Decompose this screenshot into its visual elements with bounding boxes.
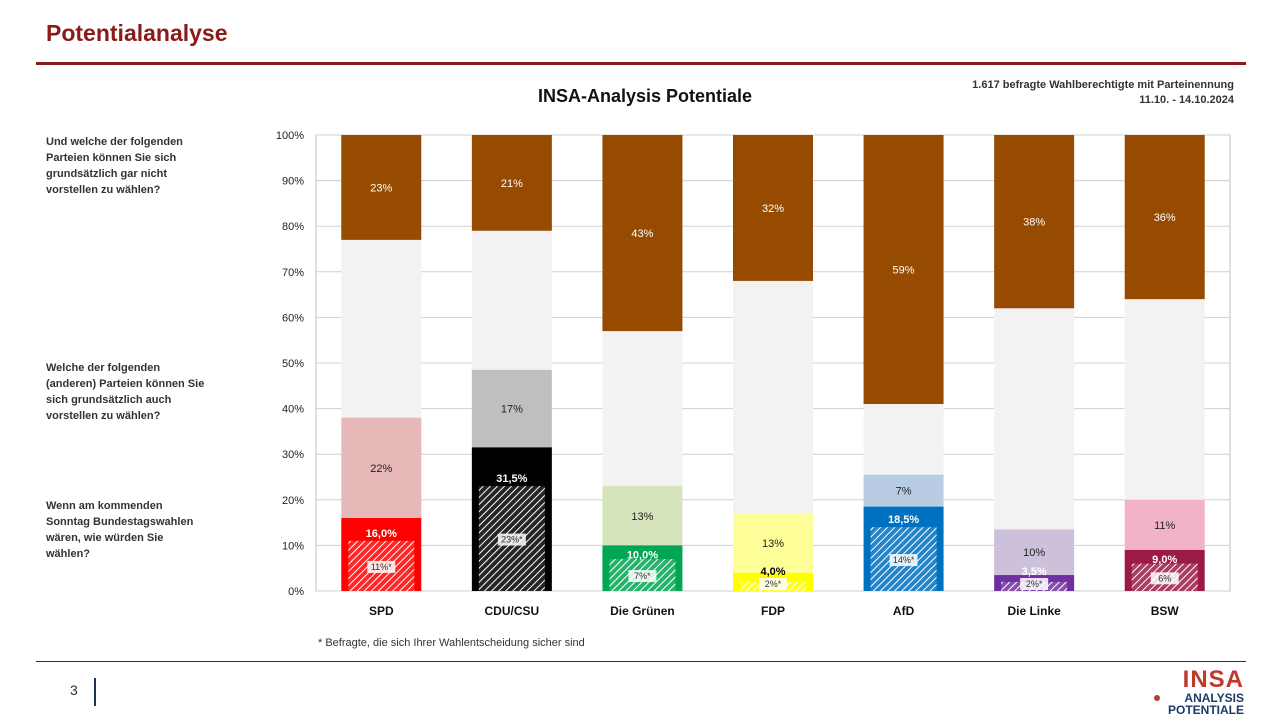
vote-label: 9,0% [1152,554,1177,566]
page-number-bar [94,678,96,706]
certain-label-box [628,570,657,583]
bar-remainder [733,280,813,514]
page-number: 3 [70,682,78,698]
bar-remainder [863,404,944,475]
survey-sample: 1.617 befragte Wahlberechtigte mit Parte… [972,79,1234,91]
footnote: * Befragte, die sich Ihrer Wahlentscheid… [318,637,585,649]
bar-remainder [1124,299,1205,500]
bar-remainder [602,331,683,487]
x-category-label: FDP [761,604,785,618]
y-tick-label: 40% [282,404,304,416]
y-tick-label: 60% [282,312,304,324]
bar-remainder [341,239,422,418]
x-category-label: Die Linke [1007,604,1061,618]
bar-rejection [471,135,552,231]
potential-label: 11% [1154,520,1175,532]
y-tick-label: 20% [282,495,304,507]
certain-label-box [889,554,918,567]
logo-wordmark: INSA [1182,666,1244,693]
vote-label: 4,0% [760,566,785,578]
bar-rejection [863,135,944,405]
y-tick-label: 0% [288,586,304,598]
y-tick-label: 100% [276,130,304,142]
potential-label: 7% [896,486,912,498]
insa-logo: INSA ANALYSIS POTENTIALE [1148,666,1244,717]
certain-label-box [497,533,526,546]
certain-label: 7%* [634,571,651,581]
certain-label: 23%* [501,535,523,545]
bar-remainder [471,230,552,370]
bar-potential [341,417,422,519]
potential-label: 17% [501,404,523,416]
x-category-label: SPD [369,604,394,618]
bar-potential [1124,499,1205,550]
potential-label: 10% [1023,547,1045,559]
bar-rejection [602,135,683,332]
bar-rejection [1124,135,1205,300]
certain-label: 6% [1158,573,1171,583]
potential-label: 22% [370,463,392,475]
bar-potential [471,369,552,448]
vote-label: 18,5% [888,514,919,526]
page-title: Potentialanalyse [46,20,228,46]
rejection-label: 32% [762,203,784,215]
bar-rejection [341,135,422,240]
bar-rejection [733,135,813,281]
certain-label: 14%* [893,555,915,565]
x-category-label: AfD [893,604,915,618]
certain-label: 11%* [371,562,392,572]
question-rejection: Und welche der folgenden Parteien können… [46,136,183,196]
vote-label: 3,5% [1022,566,1047,578]
rejection-label: 21% [501,178,523,190]
y-tick-label: 70% [282,267,304,279]
rejection-label: 36% [1154,212,1176,224]
survey-meta: 1.617 befragte Wahlberechtigte mit Parte… [972,78,1234,108]
vote-label: 31,5% [496,473,527,485]
x-category-label: CDU/CSU [485,604,540,618]
bar-potential [602,486,683,546]
certain-label: 2%* [1026,579,1043,589]
potential-label: 13% [762,538,784,550]
chart-title: INSA-Analysis Potentiale [537,86,753,106]
y-tick-label: 50% [282,358,304,370]
vote-label: 10,0% [627,549,658,561]
y-tick-label: 90% [282,176,304,188]
logo-subline-potentiale: POTENTIALE [1167,703,1244,717]
y-tick-label: 10% [282,540,304,552]
bar-remainder [994,308,1075,530]
certain-label-box [759,578,787,590]
bar-potential [733,513,813,573]
rejection-label: 59% [893,265,915,277]
x-category-label: Die Grünen [610,604,675,618]
logo-subline-analysis: ANALYSIS [1184,691,1244,705]
logo-dot [1154,695,1160,701]
rejection-label: 23% [370,182,392,194]
y-tick-label: 80% [282,221,304,233]
survey-dates: 11.10. - 14.10.2024 [1139,94,1234,106]
potential-label: 13% [631,511,653,523]
x-category-label: BSW [1151,604,1180,618]
rejection-label: 43% [631,228,653,240]
footer-divider [36,661,1246,662]
certain-label: 2%* [765,579,782,589]
certain-label-box [1150,572,1179,585]
rejection-label: 38% [1023,217,1045,229]
question-potential: Welche der folgenden (anderen) Parteien … [46,362,205,422]
y-tick-label: 30% [282,449,304,461]
title-divider [36,62,1246,65]
bar-potential [994,529,1075,576]
bar-rejection [994,135,1075,309]
vote-label: 16,0% [366,528,397,540]
certain-label-box [1020,578,1049,590]
bar-potential [863,474,944,507]
question-vote: Wenn am kommenden Sonntag Bundestagswahl… [46,500,194,560]
certain-label-box [367,560,396,573]
